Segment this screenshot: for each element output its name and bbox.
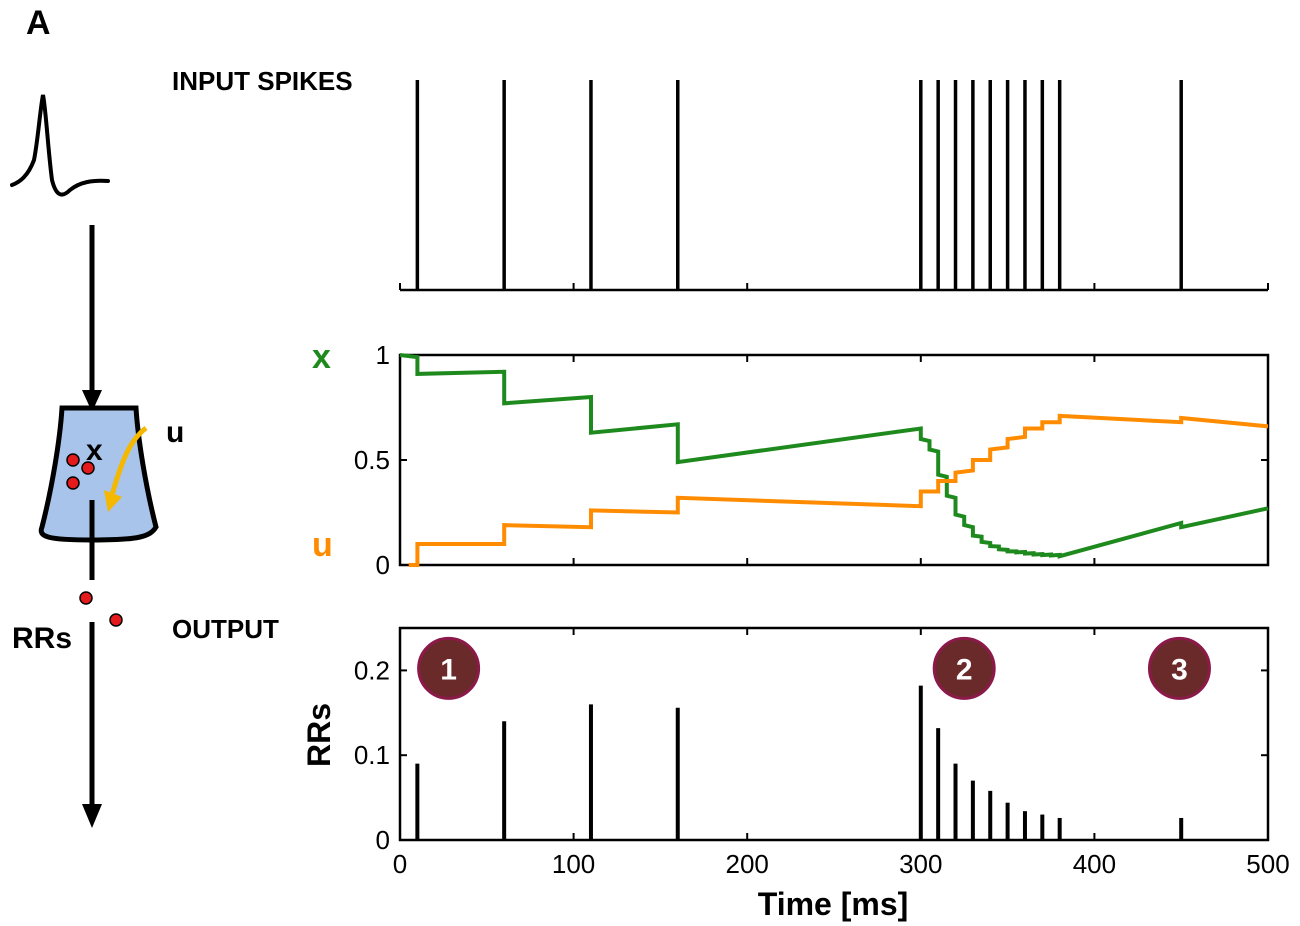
output-axes-box xyxy=(398,626,1270,842)
event-badge xyxy=(417,636,481,700)
spike-waveform-icon xyxy=(10,94,110,197)
x-tick-label: 200 xyxy=(726,849,769,879)
y-tick-label: 1 xyxy=(376,340,390,370)
x-tick-label: 500 xyxy=(1246,849,1289,879)
y-tick-label: 0 xyxy=(376,825,390,855)
series-u-label: u xyxy=(312,526,333,564)
synapse-terminal-icon xyxy=(38,405,159,543)
x-tick-label: 400 xyxy=(1073,849,1116,879)
input-spikes-title: INPUT SPIKES xyxy=(172,66,353,96)
y-tick-label: 0.2 xyxy=(354,655,390,685)
x-tick-label: 300 xyxy=(899,849,942,879)
output-badges: 1 2 3 xyxy=(417,636,1211,700)
spike-train xyxy=(415,80,1183,290)
input-arrow-head-icon xyxy=(82,390,102,412)
event-badge-label: 3 xyxy=(1171,653,1188,686)
u-arrow-icon xyxy=(109,426,148,496)
vesicle-dot xyxy=(66,453,80,467)
xu-ticks: 00.51 xyxy=(354,340,1269,580)
u-arrow-head-icon xyxy=(104,490,122,512)
output-panel: OUTPUT 0 100 200 300 400 500 0 0.1 0.2 1 2 3 Time … xyxy=(172,614,1290,922)
vesicle-dot xyxy=(81,461,95,475)
x-axis-label: Time [ms] xyxy=(758,886,909,922)
series-x-label: x xyxy=(312,338,331,376)
event-badge xyxy=(1147,636,1211,700)
output-arrow-head-icon xyxy=(82,804,102,828)
y-tick-label: 0 xyxy=(376,550,390,580)
released-vesicle-dot xyxy=(109,613,123,627)
x-tick-label: 100 xyxy=(552,849,595,879)
vesicle-dot xyxy=(66,476,80,490)
input-spikes-ticks xyxy=(399,283,1269,290)
event-badge-label: 2 xyxy=(956,653,973,686)
panel-label: A xyxy=(26,4,51,42)
released-vesicle-dot xyxy=(79,591,93,605)
y-tick-label: 0.1 xyxy=(354,740,390,770)
event-badge xyxy=(932,636,996,700)
y-tick-label: 0.5 xyxy=(354,445,390,475)
output-ticks: 0 100 200 300 400 500 0 0.1 0.2 xyxy=(354,628,1290,879)
series-u-line xyxy=(408,413,1269,567)
synapse-schematic: x u RRs xyxy=(10,94,184,828)
event-badge-label: 1 xyxy=(440,653,457,686)
u-label: u xyxy=(166,416,184,449)
x-tick-label: 0 xyxy=(393,849,407,879)
y-axis-label: RRs xyxy=(301,703,337,767)
xu-series xyxy=(399,353,1269,567)
output-title: OUTPUT xyxy=(172,614,279,644)
series-x-line xyxy=(399,353,1269,559)
xu-panel: 00.51 x u xyxy=(312,338,1270,580)
input-spikes-panel: INPUT SPIKES xyxy=(172,66,1269,292)
rrs-label: RRs xyxy=(12,622,72,655)
output-bars xyxy=(415,685,1184,840)
x-label: x xyxy=(86,434,103,467)
